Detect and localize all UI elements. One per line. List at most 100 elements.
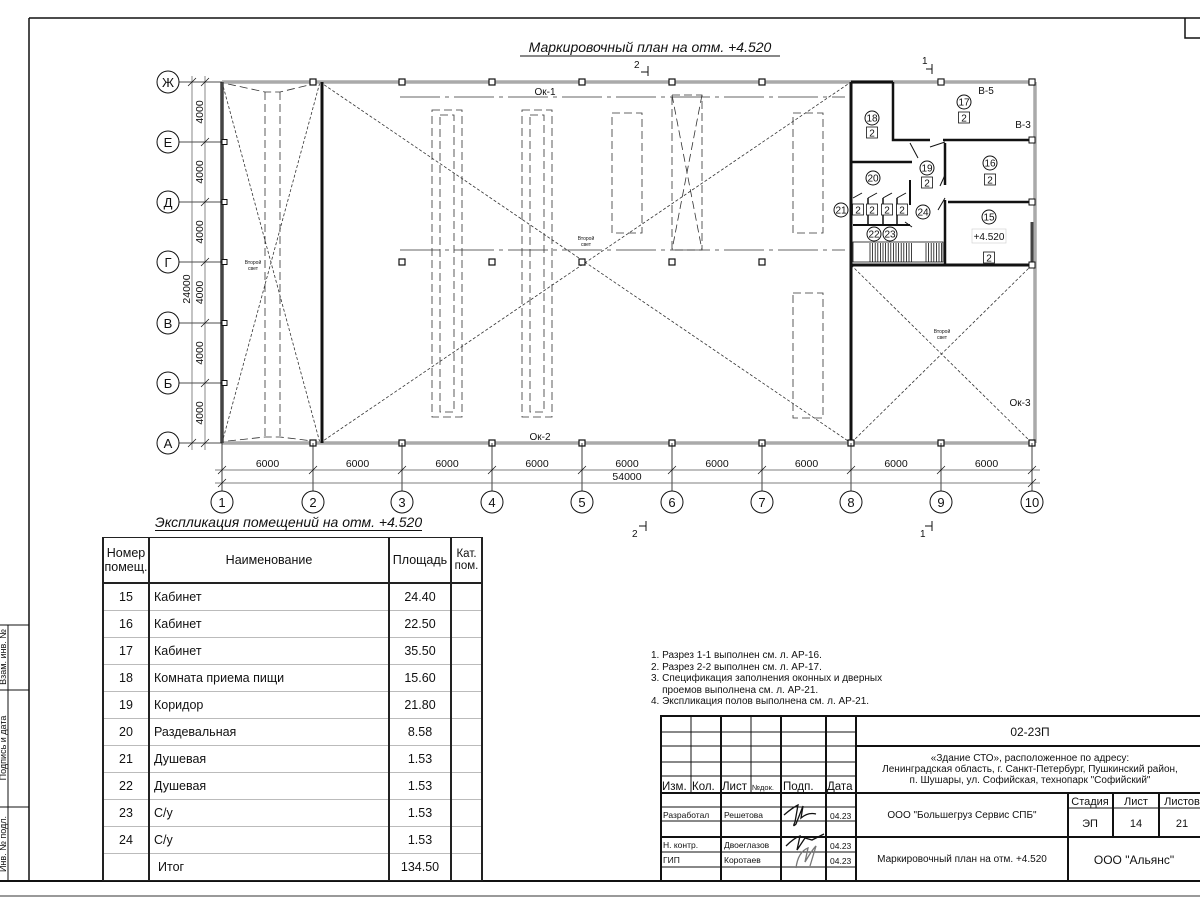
- column-marker: [578, 258, 586, 266]
- row-axis-label: Б: [164, 376, 173, 391]
- room-number: 21: [835, 206, 847, 217]
- explication-row: 23 С/у 1.53: [102, 799, 483, 827]
- dimension-label: 4000: [194, 401, 206, 425]
- gate-label-v5: В-5: [978, 86, 994, 97]
- second-light-label: Второй: [934, 328, 951, 335]
- room-number-bubble: [956, 94, 972, 110]
- explication-row: 24 С/у 1.53: [102, 826, 483, 854]
- column-marker: [758, 258, 766, 266]
- room-number: 19: [102, 691, 150, 719]
- room-name: Комната приема пищи: [148, 664, 390, 692]
- explication-table: Номер помещ. Наименование Площадь Кат. п…: [102, 537, 483, 881]
- column-axis-bubble: [210, 490, 234, 514]
- total-height-label: 24000: [181, 274, 193, 303]
- room-number-bubble: [882, 226, 898, 242]
- room-name: С/у: [148, 799, 390, 827]
- total-width-label: 54000: [612, 471, 641, 483]
- dimension-line: [200, 438, 210, 448]
- room-area: 1.53: [388, 799, 452, 827]
- window-label-ok1: Ок-1: [534, 87, 555, 98]
- header-name: Наименование: [148, 537, 390, 584]
- room-category: 2: [986, 254, 992, 265]
- explication-row: 15 Кабинет 24.40: [102, 582, 483, 611]
- room-area: 21.80: [388, 691, 452, 719]
- dimension-label: 6000: [705, 458, 729, 470]
- column-marker: [668, 78, 676, 86]
- column-marker: [221, 199, 228, 205]
- dimension-line: [667, 465, 677, 475]
- room-number: 23: [102, 799, 150, 827]
- header-izm: Изм.: [662, 781, 687, 793]
- row-axis-label: Ж: [162, 75, 174, 90]
- dimension-line: [1027, 465, 1037, 475]
- second-light-label: Второй: [578, 235, 595, 242]
- window-label-ok3: Ок-3: [1009, 398, 1030, 409]
- organization: ООО "Альянс": [1094, 853, 1174, 867]
- room-area: 8.58: [388, 718, 452, 746]
- column-marker: [1028, 261, 1036, 269]
- room-name: Душевая: [148, 745, 390, 773]
- room-category: 2: [899, 206, 905, 217]
- dimension-label: 4000: [194, 220, 206, 244]
- dimension-line: [1027, 478, 1037, 488]
- column-marker: [578, 78, 586, 86]
- role: Разработал: [663, 810, 709, 820]
- person-name: Решетова: [724, 810, 763, 820]
- room-number: 15: [983, 213, 995, 224]
- room-category: 2: [987, 176, 993, 187]
- window-label-ok2: Ок-2: [529, 432, 550, 443]
- column-marker: [221, 380, 228, 386]
- header-area: Площадь: [388, 537, 452, 584]
- row-axis-bubble: [156, 250, 180, 274]
- room-number: 18: [866, 114, 878, 125]
- explication-row: 20 Раздевальная 8.58: [102, 718, 483, 746]
- column-marker: [668, 258, 676, 266]
- room-category: 2: [869, 129, 875, 140]
- room-number-bubble: [864, 110, 880, 126]
- room-category-box: [881, 203, 893, 216]
- column-axis-bubble: [660, 490, 684, 514]
- room-category-box: [866, 126, 878, 139]
- dimension-label: 6000: [435, 458, 459, 470]
- room-category: [450, 637, 483, 665]
- room-category: [450, 745, 483, 773]
- room-category: 2: [855, 206, 861, 217]
- second-light-label: Второй: [245, 259, 262, 266]
- column-marker: [488, 78, 496, 86]
- stair: [852, 241, 944, 263]
- room-name: Душевая: [148, 772, 390, 800]
- plan-title: Маркировочный план на отм. +4.520: [529, 39, 772, 55]
- room-name: Раздевальная: [148, 718, 390, 746]
- room-area: 1.53: [388, 772, 452, 800]
- column-marker: [1028, 78, 1036, 86]
- side-stamp-sign-date: Подпись и дата: [0, 716, 8, 781]
- column-marker: [1028, 198, 1036, 206]
- column-marker: [221, 320, 228, 326]
- room-number: 17: [958, 98, 970, 109]
- side-stamp-inv: Инв. № подл.: [0, 816, 8, 872]
- column-axis-label: 3: [398, 495, 405, 510]
- row-axis-bubble: [156, 311, 180, 335]
- project-code: 02-23П: [1010, 725, 1049, 739]
- room-category: [450, 718, 483, 746]
- second-light-label: свет: [937, 335, 948, 341]
- section-mark-1-bottom: 1: [920, 529, 926, 540]
- column-marker: [398, 258, 406, 266]
- room-number-bubble: [866, 226, 882, 242]
- room-category: 2: [961, 114, 967, 125]
- person-name: Двоеглазов: [724, 840, 770, 850]
- section-mark-2-bottom: 2: [632, 529, 638, 540]
- room-name: Кабинет: [148, 582, 390, 611]
- stage-label: Стадия: [1071, 796, 1109, 808]
- room-area: 22.50: [388, 610, 452, 638]
- total-label: Итог: [148, 853, 390, 881]
- construction-lines: [221, 81, 1033, 444]
- room-category-box: [958, 111, 970, 124]
- room-number-bubble: [919, 160, 935, 176]
- section-mark-2-top: 2: [634, 60, 640, 71]
- explication-row: 17 Кабинет 35.50: [102, 637, 483, 665]
- room-category: 2: [924, 179, 930, 190]
- date: 04.23: [830, 856, 852, 866]
